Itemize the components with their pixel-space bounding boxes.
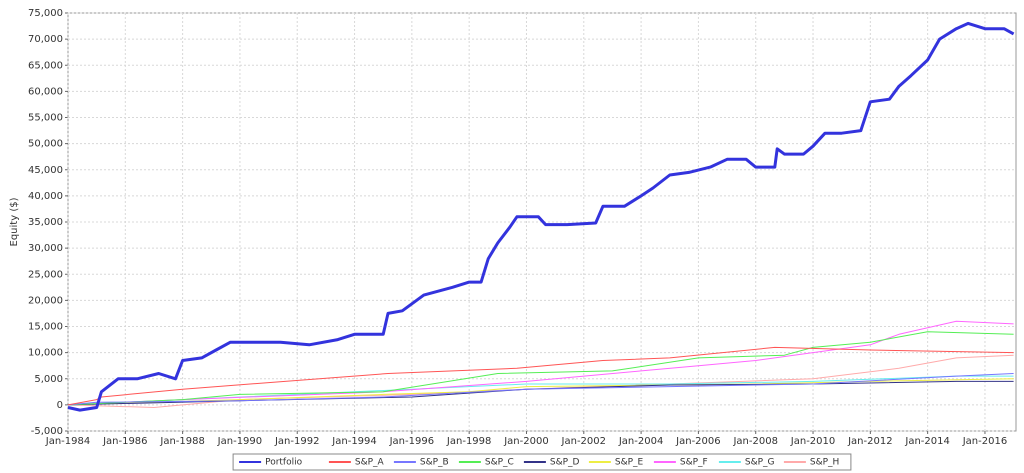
series-line bbox=[67, 373, 1014, 406]
x-tick-label: Jan-2006 bbox=[675, 436, 720, 447]
y-tick-label: 45,000 bbox=[28, 165, 63, 176]
x-tick-label: Jan-1998 bbox=[446, 436, 491, 447]
legend: Portfolio S&P_A S&P_B S&P_C S&P_D S&P_E S&P_F S… bbox=[232, 453, 852, 471]
y-tick-label: 55,000 bbox=[28, 113, 63, 124]
y-tick-label: 10,000 bbox=[28, 348, 63, 359]
y-tick-label: 75,000 bbox=[28, 8, 63, 19]
x-tick-label: Jan-1986 bbox=[102, 436, 147, 447]
y-axis-label: Equity ($) bbox=[9, 197, 20, 246]
x-tick-label: Jan-1990 bbox=[217, 436, 262, 447]
x-tick-label: Jan-1984 bbox=[45, 436, 90, 447]
legend-label: S&P_F bbox=[680, 458, 708, 468]
y-tick-label: 25,000 bbox=[28, 269, 63, 280]
y-tick-label: 70,000 bbox=[28, 34, 63, 45]
x-tick-label: Jan-2000 bbox=[503, 436, 548, 447]
legend-label: S&P_D bbox=[550, 458, 580, 468]
y-tick-label: 20,000 bbox=[28, 295, 63, 306]
series-line bbox=[67, 21, 1015, 412]
x-tick-label: Jan-1994 bbox=[331, 436, 376, 447]
x-tick-label: Jan-1988 bbox=[159, 436, 204, 447]
y-tick-label: 30,000 bbox=[28, 243, 63, 254]
y-tick-label: 50,000 bbox=[28, 139, 63, 150]
x-tick-label: Jan-2008 bbox=[732, 436, 777, 447]
y-tick-label: 0 bbox=[57, 400, 63, 411]
y-tick-label: 5,000 bbox=[34, 374, 63, 385]
y-tick-label: -5,000 bbox=[31, 426, 63, 437]
series-line bbox=[67, 320, 1014, 406]
legend-label: S&P_G bbox=[745, 458, 775, 468]
legend-label: S&P_E bbox=[615, 458, 644, 468]
x-tick-label: Jan-2012 bbox=[847, 436, 892, 447]
x-tick-label: Jan-1996 bbox=[389, 436, 434, 447]
legend-label: S&P_B bbox=[420, 458, 449, 468]
y-tick-label: 15,000 bbox=[28, 322, 63, 333]
y-tick-label: 65,000 bbox=[28, 60, 63, 71]
y-tick-label: 60,000 bbox=[28, 86, 63, 97]
x-tick-label: Jan-1992 bbox=[274, 436, 319, 447]
x-tick-label: Jan-2010 bbox=[790, 436, 835, 447]
x-tick-label: Jan-2004 bbox=[618, 436, 663, 447]
legend-label: S&P_A bbox=[355, 458, 385, 468]
legend-label: Portfolio bbox=[265, 458, 303, 468]
series-line bbox=[67, 331, 1014, 406]
x-tick-label: Jan-2016 bbox=[962, 436, 1007, 447]
x-tick-label: Jan-2002 bbox=[561, 436, 606, 447]
legend-label: S&P_C bbox=[485, 458, 514, 468]
y-tick-label: 35,000 bbox=[28, 217, 63, 228]
y-tick-label: 40,000 bbox=[28, 191, 63, 202]
x-tick-label: Jan-2014 bbox=[904, 436, 949, 447]
legend-label: S&P_H bbox=[810, 458, 839, 468]
